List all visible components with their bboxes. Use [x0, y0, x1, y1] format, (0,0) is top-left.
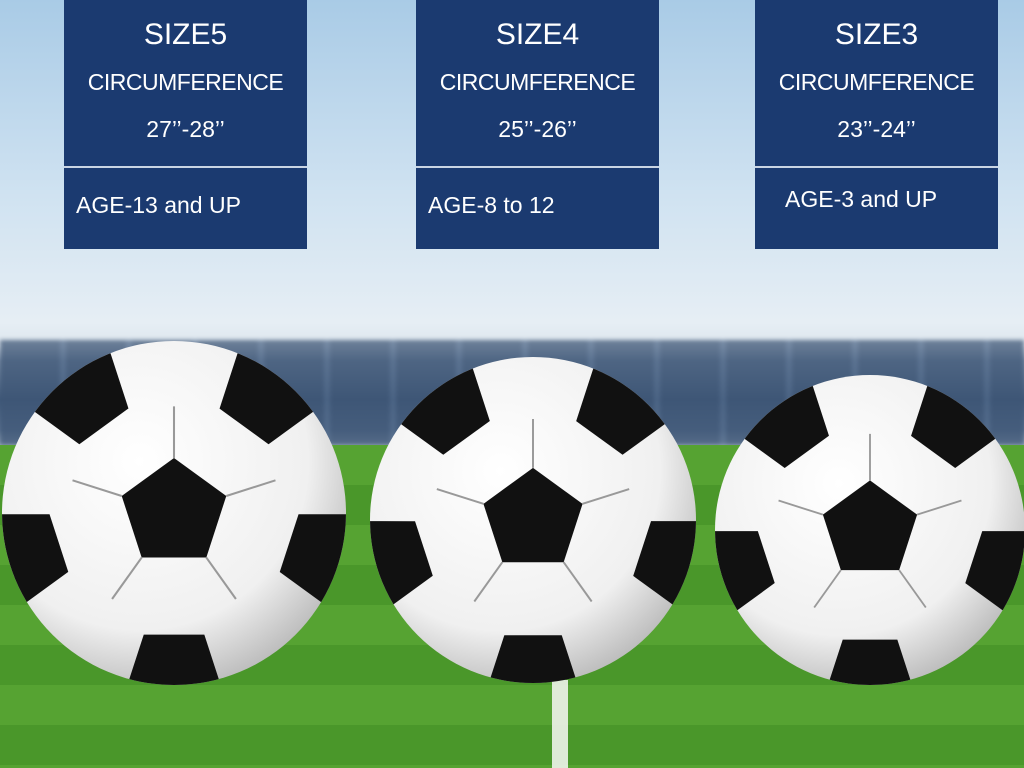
divider	[64, 166, 307, 168]
age-range: AGE-3 and UP	[785, 186, 938, 212]
circumference-range: 23’’-24’’	[837, 116, 916, 142]
divider	[416, 166, 659, 168]
size5-card: SIZE5 CIRCUMFERENCE 27’’-28’’ AGE-13 and…	[64, 0, 307, 249]
size-title: SIZE3	[834, 18, 919, 51]
divider	[755, 166, 998, 168]
size4-card: SIZE4 CIRCUMFERENCE 25’’-26’’ AGE-8 to 1…	[416, 0, 659, 249]
circumference-label: CIRCUMFERENCE	[87, 69, 284, 95]
circumference-range: 27’’-28’’	[146, 116, 225, 142]
circumference-range: 25’’-26’’	[498, 116, 577, 142]
circumference-label: CIRCUMFERENCE	[778, 69, 975, 95]
soccer-ball-size3-icon	[715, 375, 1024, 685]
size3-card: SIZE3 CIRCUMFERENCE 23’’-24’’ AGE-3 and …	[755, 0, 998, 249]
soccer-ball-size5-icon	[2, 341, 346, 685]
size-title: SIZE5	[143, 18, 228, 51]
soccer-ball-size4-icon	[370, 357, 696, 683]
size-title: SIZE4	[495, 18, 580, 51]
circumference-label: CIRCUMFERENCE	[439, 69, 636, 95]
age-range: AGE-8 to 12	[428, 192, 555, 218]
field-line	[552, 680, 568, 768]
age-range: AGE-13 and UP	[76, 192, 241, 218]
